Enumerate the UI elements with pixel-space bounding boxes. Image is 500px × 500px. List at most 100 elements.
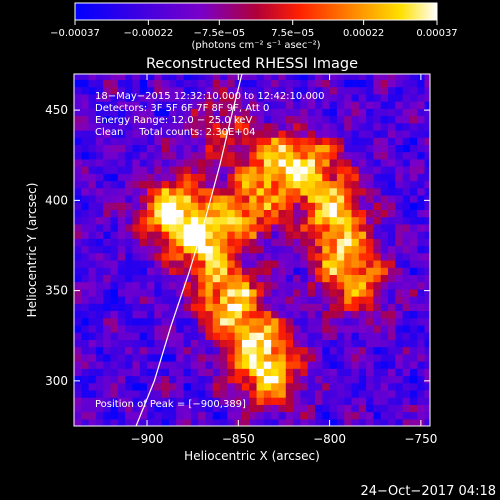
heatmap-cell <box>293 288 301 297</box>
heatmap-cell <box>351 180 360 189</box>
heatmap-cell <box>183 122 192 131</box>
heatmap-cell <box>307 259 316 268</box>
heatmap-cell <box>271 245 280 254</box>
heatmap-cell <box>417 288 426 297</box>
heatmap-cell <box>234 361 243 369</box>
heatmap-cell <box>176 267 185 275</box>
heatmap-cell <box>293 238 301 247</box>
heatmap-cell <box>88 267 97 275</box>
heatmap-cell <box>278 129 287 138</box>
heatmap-cell <box>198 158 207 167</box>
heatmap-cell <box>402 122 411 131</box>
heatmap-cell <box>190 202 199 210</box>
heatmap-cell <box>95 216 104 225</box>
heatmap-cell <box>190 223 199 232</box>
heatmap-cell <box>278 74 287 81</box>
heatmap-cell <box>198 382 207 391</box>
heatmap-cell <box>300 202 309 210</box>
heatmap-cell <box>351 151 360 160</box>
heatmap-cell <box>161 397 170 405</box>
heatmap-cell <box>176 288 185 297</box>
heatmap-cell <box>168 151 177 160</box>
heatmap-cell <box>293 303 301 312</box>
heatmap-cell <box>205 389 214 398</box>
heatmap-cell <box>176 389 185 398</box>
heatmap-cell <box>154 296 163 304</box>
heatmap-cell <box>110 101 119 109</box>
heatmap-cell <box>395 310 404 319</box>
heatmap-cell <box>147 144 155 153</box>
heatmap-cell <box>263 238 272 247</box>
heatmap-cell <box>285 101 294 109</box>
heatmap-cell <box>417 346 426 355</box>
heatmap-cell <box>212 151 221 160</box>
heatmap-cell <box>190 361 199 369</box>
heatmap-cell <box>198 303 207 312</box>
heatmap-cell <box>132 259 141 268</box>
heatmap-cell <box>395 223 404 232</box>
heatmap-cell <box>395 194 404 203</box>
heatmap-cell <box>154 122 163 131</box>
heatmap-cell <box>329 202 338 210</box>
heatmap-cell <box>417 245 426 254</box>
heatmap-cell <box>88 231 97 239</box>
heatmap-cell <box>117 361 126 369</box>
heatmap-cell <box>190 339 199 348</box>
heatmap-cell <box>366 288 375 297</box>
heatmap-cell <box>227 368 236 377</box>
heatmap-cell <box>168 101 177 109</box>
heatmap-cell <box>132 288 141 297</box>
heatmap-cell <box>161 346 170 355</box>
heatmap-cell <box>227 144 236 153</box>
heatmap-cell <box>424 288 430 297</box>
heatmap-cell <box>74 332 82 340</box>
heatmap-cell <box>300 216 309 225</box>
heatmap-cell <box>190 151 199 160</box>
heatmap-cell <box>336 317 345 326</box>
heatmap-cell <box>147 353 155 362</box>
heatmap-cell <box>417 216 426 225</box>
heatmap-cell <box>322 267 331 275</box>
heatmap-cell <box>285 346 294 355</box>
heatmap-cell <box>81 361 90 369</box>
heatmap-cell <box>402 274 411 283</box>
heatmap-cell <box>95 223 104 232</box>
heatmap-cell <box>329 339 338 348</box>
heatmap-cell <box>212 375 221 384</box>
heatmap-cell <box>249 122 258 131</box>
heatmap-cell <box>74 382 82 391</box>
heatmap-cell <box>190 368 199 377</box>
heatmap-cell <box>227 353 236 362</box>
heatmap-cell <box>132 397 141 405</box>
heatmap-cell <box>74 353 82 362</box>
heatmap-cell <box>132 324 141 333</box>
heatmap-cell <box>402 288 411 297</box>
heatmap-cell <box>256 252 265 261</box>
heatmap-cell <box>344 79 353 88</box>
heatmap-cell <box>95 353 104 362</box>
heatmap-cell <box>344 346 353 355</box>
heatmap-cell <box>278 209 287 218</box>
heatmap-cell <box>366 209 375 218</box>
heatmap-cell <box>314 288 323 297</box>
heatmap-cell <box>176 332 185 340</box>
heatmap-cell <box>322 397 331 405</box>
heatmap-cell <box>351 79 360 88</box>
heatmap-cell <box>293 122 301 131</box>
heatmap-cell <box>198 310 207 319</box>
heatmap-cell <box>88 382 97 391</box>
heatmap-cell <box>373 173 382 182</box>
heatmap-cell <box>117 252 126 261</box>
heatmap-cell <box>132 86 141 95</box>
heatmap-cell <box>205 166 214 174</box>
heatmap-cell <box>300 209 309 218</box>
heatmap-cell <box>293 86 301 95</box>
heatmap-cell <box>329 361 338 369</box>
heatmap-cell <box>380 202 389 210</box>
heatmap-cell <box>263 361 272 369</box>
heatmap-cell <box>402 129 411 138</box>
heatmap-cell <box>322 173 331 182</box>
heatmap-cell <box>351 296 360 304</box>
heatmap-cell <box>227 101 236 109</box>
heatmap-cell <box>212 144 221 153</box>
